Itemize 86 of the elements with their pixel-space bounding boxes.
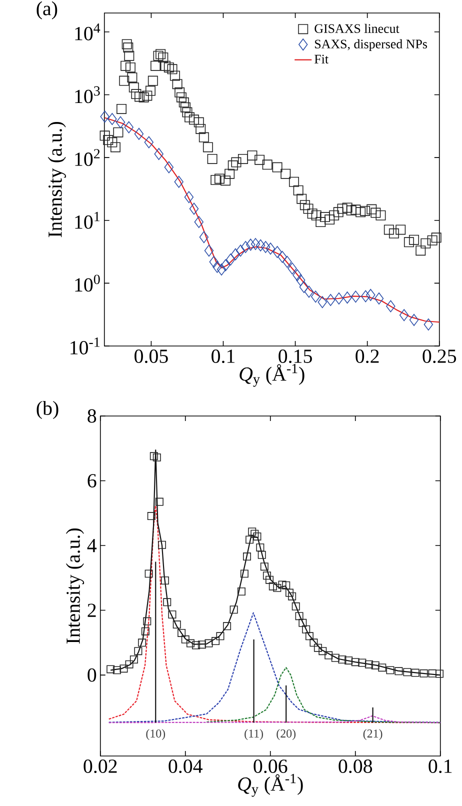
chart-title: (b) <box>36 400 58 420</box>
point <box>310 290 320 303</box>
y-tick-label: 10$^{4}$ <box>75 23 100 40</box>
point <box>250 238 260 250</box>
y-tick-label: 6 <box>88 474 96 488</box>
annotation: (10) <box>146 729 165 740</box>
y-tick-label: 10$^{0}$ <box>75 274 100 292</box>
point <box>304 286 314 298</box>
point <box>240 240 250 253</box>
x-tick-label: 0.1 <box>211 350 234 364</box>
point <box>350 290 360 303</box>
point <box>266 242 275 255</box>
point <box>342 292 352 304</box>
point <box>212 260 222 273</box>
y-tick-label: 0 <box>87 668 96 682</box>
point <box>209 256 218 268</box>
point <box>299 280 308 293</box>
x-tick-label: 0.06 <box>254 760 288 774</box>
point <box>154 148 164 160</box>
x-axis-title: Q$_{y}$ (Å$^{-1}$) <box>239 364 304 387</box>
x-tick-label: 0.04 <box>168 760 202 774</box>
point <box>272 246 282 258</box>
x-tick-label: 0.15 <box>278 350 312 364</box>
line-series <box>108 715 440 724</box>
y-tick-label: 8 <box>87 409 96 423</box>
point <box>216 264 226 276</box>
point <box>226 254 236 266</box>
annotation: (11) <box>244 729 263 740</box>
point <box>292 269 302 282</box>
line-series <box>206 667 440 724</box>
chart-title: (a) <box>36 1 57 20</box>
point <box>164 161 174 174</box>
annotation: (20) <box>276 729 296 740</box>
x-tick-label: 0.1 <box>428 760 452 774</box>
x-tick-label: 0.02 <box>84 760 117 774</box>
point <box>287 262 297 275</box>
point <box>399 309 408 322</box>
x-tick-label: 0.25 <box>422 350 456 364</box>
point <box>318 296 327 308</box>
annotation: (21) <box>363 729 382 740</box>
point <box>199 231 208 244</box>
point <box>409 314 418 326</box>
x-tick-label: 0.08 <box>338 760 372 774</box>
point <box>246 238 256 251</box>
point <box>366 288 376 301</box>
point <box>144 136 154 148</box>
point <box>296 274 306 286</box>
x-tick-label: 0.2 <box>355 350 378 364</box>
point <box>124 121 134 134</box>
y-tick-label: 10$^{3}$ <box>75 86 100 104</box>
y-tick-label: 2 <box>88 604 96 617</box>
point <box>230 248 240 260</box>
point <box>184 191 194 204</box>
point <box>220 259 230 272</box>
point <box>326 294 336 306</box>
point <box>134 128 144 140</box>
x-axis-title: Q$_{y}$ (Å$^{-1}$) <box>238 774 303 797</box>
y-axis-title: Intensity (a.u.) <box>66 528 84 644</box>
point <box>374 292 384 305</box>
point <box>116 116 125 128</box>
point <box>334 292 344 305</box>
point <box>256 239 265 252</box>
point <box>260 240 270 253</box>
y-tick-label: 10$^{-1}$ <box>70 338 100 354</box>
point <box>278 250 287 263</box>
legend-label: SAXS, dispersed NPs <box>314 39 427 52</box>
point <box>360 290 370 302</box>
line-series <box>104 117 440 323</box>
line-series <box>108 612 440 723</box>
point <box>386 300 396 312</box>
x-tick-label: 0.05 <box>134 350 168 364</box>
point <box>174 176 184 188</box>
point <box>100 110 110 123</box>
legend-label: GISAXS linecut <box>314 24 400 33</box>
y-tick-label: 4 <box>87 538 96 552</box>
legend-label: Fit <box>314 54 328 64</box>
y-axis-title: Intensity (a.u.) <box>48 122 66 238</box>
y-tick-label: 10$^{2}$ <box>75 149 100 166</box>
point <box>107 112 117 125</box>
point <box>236 244 245 257</box>
point <box>424 318 433 330</box>
point <box>204 244 214 257</box>
point <box>189 202 198 215</box>
y-tick-label: 10$^{1}$ <box>75 212 100 229</box>
point <box>282 256 292 268</box>
point <box>194 216 204 228</box>
